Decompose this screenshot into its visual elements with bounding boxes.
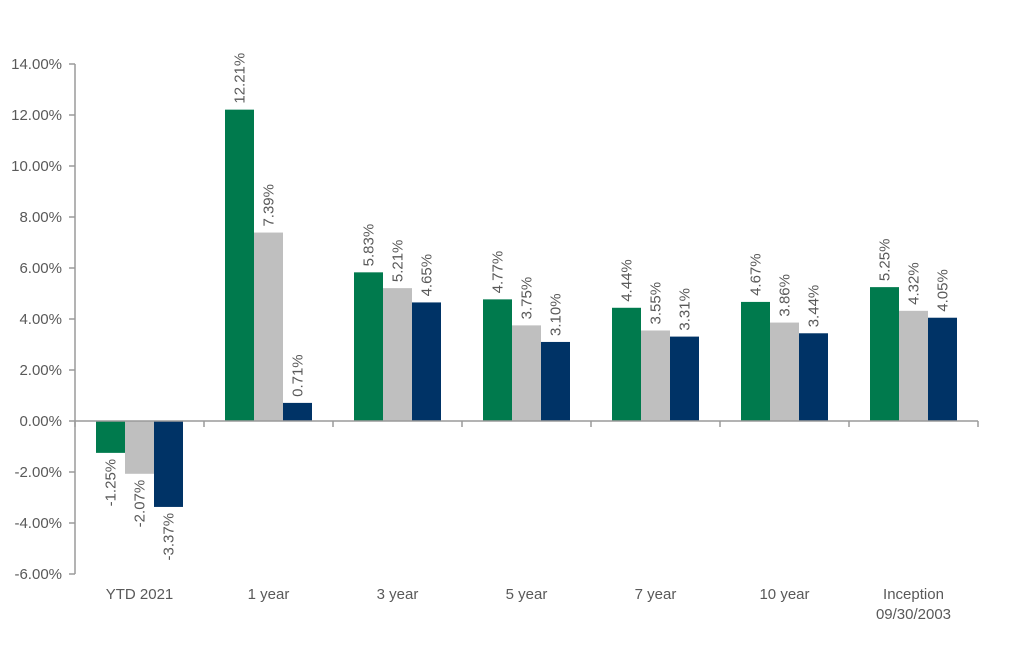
y-axis: 14.00% 12.00% 10.00% 8.00% 6.00% 4.00% 2.00% 0.…	[11, 56, 76, 583]
data-label: 4.77%	[490, 251, 507, 294]
category-label: 5 year	[506, 586, 548, 603]
y-tick-label: 10.00%	[11, 158, 62, 175]
x-axis: YTD 2021 1 year 3 year 5 year 7 year 10 year I…	[74, 420, 979, 623]
category-label: 09/30/2003	[876, 606, 951, 623]
bar-series2-2	[254, 232, 283, 421]
y-tick-label: 6.00%	[19, 260, 62, 277]
data-label: 5.25%	[877, 239, 894, 282]
data-label: 3.55%	[648, 282, 665, 325]
category-label: Inception	[883, 586, 944, 603]
bar-series3-6	[799, 333, 828, 421]
bar-series1-1	[96, 421, 125, 453]
bar-series2-7	[899, 310, 928, 421]
y-tick-label: -6.00%	[14, 566, 62, 583]
data-label: 3.75%	[519, 277, 536, 320]
bar-series1-2	[225, 109, 254, 422]
category-label: 1 year	[248, 586, 290, 603]
bar-series3-4	[541, 341, 570, 421]
data-label: 4.65%	[419, 254, 436, 297]
bar-series2-6	[770, 322, 799, 421]
bar-series1-7	[870, 287, 899, 421]
bar-series3-2	[283, 402, 312, 421]
data-label: -1.25%	[103, 459, 120, 507]
data-label: 5.83%	[361, 224, 378, 267]
bar-series1-3	[354, 272, 383, 421]
data-label: 12.21%	[232, 53, 249, 104]
bar-series3-3	[412, 302, 441, 421]
y-tick-label: 8.00%	[19, 209, 62, 226]
data-label: 4.05%	[935, 269, 952, 312]
data-label: 4.67%	[748, 253, 765, 296]
data-label: 3.44%	[806, 285, 823, 328]
category-label: YTD 2021	[106, 586, 174, 603]
bar-series2-4	[512, 325, 541, 421]
data-label: -2.07%	[132, 480, 149, 528]
data-label: 0.71%	[290, 354, 307, 397]
bar-series1-6	[741, 301, 770, 421]
bar-series3-7	[928, 317, 957, 421]
bar-series3-1	[154, 421, 183, 507]
data-label: 4.44%	[619, 259, 636, 302]
data-labels: -1.25% 12.21% 5.83% 4.77% 4.44% 4.67% 5.25% -2.…	[103, 53, 952, 561]
category-label: 10 year	[759, 586, 809, 603]
bar-series1-4	[483, 299, 512, 421]
data-label: 3.10%	[548, 293, 565, 336]
data-label: 3.31%	[677, 288, 694, 331]
y-tick-label: 14.00%	[11, 56, 62, 73]
data-label: 3.86%	[777, 274, 794, 317]
category-label: 3 year	[377, 586, 419, 603]
y-tick-label: 0.00%	[19, 413, 62, 430]
y-tick-label: -2.00%	[14, 464, 62, 481]
bar-series2-1	[125, 421, 154, 474]
data-label: 7.39%	[261, 184, 278, 227]
data-label: 4.32%	[906, 262, 923, 305]
bar-series2-5	[641, 330, 670, 421]
y-tick-label: 12.00%	[11, 107, 62, 124]
bars	[96, 109, 957, 507]
bar-series1-5	[612, 307, 641, 421]
y-tick-label: -4.00%	[14, 515, 62, 532]
category-label: 7 year	[635, 586, 677, 603]
data-label: 5.21%	[390, 240, 407, 283]
bar-series2-3	[383, 288, 412, 421]
data-label: -3.37%	[161, 513, 178, 561]
y-tick-label: 4.00%	[19, 311, 62, 328]
y-tick-label: 2.00%	[19, 362, 62, 379]
bar-series3-5	[670, 336, 699, 421]
